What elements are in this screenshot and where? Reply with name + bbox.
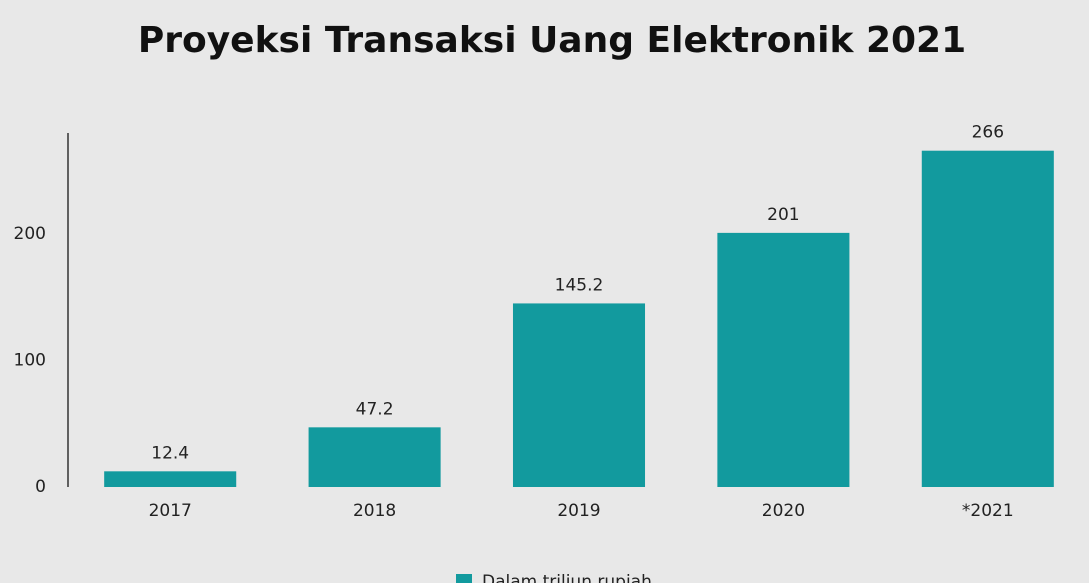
x-tick-label: 2020	[762, 501, 805, 521]
x-tick-label: *2021	[962, 501, 1014, 521]
y-tick-label: 200	[14, 224, 46, 244]
bar	[512, 303, 646, 487]
x-tick-label: 2017	[149, 501, 192, 521]
data-label: 266	[972, 123, 1004, 143]
data-label: 145.2	[555, 275, 604, 295]
data-label: 201	[767, 205, 799, 225]
bar	[104, 471, 237, 487]
legend-swatch	[456, 574, 472, 583]
bar	[308, 427, 441, 487]
legend-label: Dalam triliun rupiah	[482, 572, 652, 583]
bar	[921, 150, 1054, 487]
bar	[717, 232, 850, 487]
x-tick-label: 2018	[353, 501, 396, 521]
data-label: 47.2	[356, 399, 394, 419]
chart-title: Proyeksi Transaksi Uang Elektronik 2021	[138, 20, 966, 61]
data-label: 12.4	[151, 443, 189, 463]
y-tick-label: 100	[14, 351, 46, 371]
y-tick-label: 0	[35, 477, 46, 497]
x-tick-label: 2019	[557, 501, 600, 521]
